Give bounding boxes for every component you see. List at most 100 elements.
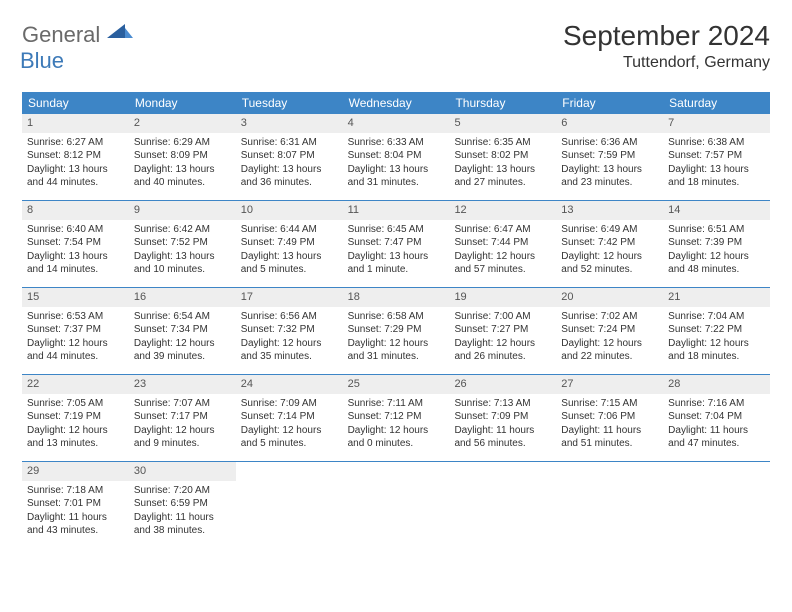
day-cell: 25Sunrise: 7:11 AMSunset: 7:12 PMDayligh… [343,375,450,461]
day-line-ss: Sunset: 7:17 PM [134,410,231,424]
day-body: Sunrise: 7:05 AMSunset: 7:19 PMDaylight:… [22,394,129,456]
day-cell: 21Sunrise: 7:04 AMSunset: 7:22 PMDayligh… [663,288,770,374]
day-line-sr: Sunrise: 6:44 AM [241,223,338,237]
day-line-d2: and 43 minutes. [27,524,124,538]
day-number: 17 [236,288,343,307]
day-cell: 19Sunrise: 7:00 AMSunset: 7:27 PMDayligh… [449,288,556,374]
day-number: 22 [22,375,129,394]
day-cell: 13Sunrise: 6:49 AMSunset: 7:42 PMDayligh… [556,201,663,287]
day-line-d1: Daylight: 12 hours [134,337,231,351]
day-cell: 8Sunrise: 6:40 AMSunset: 7:54 PMDaylight… [22,201,129,287]
day-line-sr: Sunrise: 6:29 AM [134,136,231,150]
day-line-sr: Sunrise: 6:56 AM [241,310,338,324]
day-line-sr: Sunrise: 6:27 AM [27,136,124,150]
day-body: Sunrise: 7:11 AMSunset: 7:12 PMDaylight:… [343,394,450,456]
day-line-ss: Sunset: 8:02 PM [454,149,551,163]
day-body: Sunrise: 6:54 AMSunset: 7:34 PMDaylight:… [129,307,236,369]
day-cell: 3Sunrise: 6:31 AMSunset: 8:07 PMDaylight… [236,114,343,200]
day-line-sr: Sunrise: 7:11 AM [348,397,445,411]
day-line-sr: Sunrise: 6:45 AM [348,223,445,237]
day-line-d2: and 0 minutes. [348,437,445,451]
day-line-d2: and 57 minutes. [454,263,551,277]
day-line-d2: and 26 minutes. [454,350,551,364]
day-body: Sunrise: 7:07 AMSunset: 7:17 PMDaylight:… [129,394,236,456]
day-line-d1: Daylight: 12 hours [561,250,658,264]
day-line-ss: Sunset: 7:01 PM [27,497,124,511]
day-line-sr: Sunrise: 7:09 AM [241,397,338,411]
day-cell [663,462,770,548]
day-line-d1: Daylight: 13 hours [241,250,338,264]
weekday-tuesday: Tuesday [236,92,343,114]
day-body: Sunrise: 7:09 AMSunset: 7:14 PMDaylight:… [236,394,343,456]
day-number: 1 [22,114,129,133]
day-body: Sunrise: 7:15 AMSunset: 7:06 PMDaylight:… [556,394,663,456]
day-line-d2: and 52 minutes. [561,263,658,277]
day-number: 24 [236,375,343,394]
day-number: 8 [22,201,129,220]
day-cell: 24Sunrise: 7:09 AMSunset: 7:14 PMDayligh… [236,375,343,461]
day-number: 2 [129,114,236,133]
day-cell: 6Sunrise: 6:36 AMSunset: 7:59 PMDaylight… [556,114,663,200]
day-body: Sunrise: 6:47 AMSunset: 7:44 PMDaylight:… [449,220,556,282]
day-line-ss: Sunset: 7:27 PM [454,323,551,337]
day-cell: 23Sunrise: 7:07 AMSunset: 7:17 PMDayligh… [129,375,236,461]
day-line-ss: Sunset: 8:09 PM [134,149,231,163]
day-line-d1: Daylight: 13 hours [668,163,765,177]
day-cell: 22Sunrise: 7:05 AMSunset: 7:19 PMDayligh… [22,375,129,461]
header: General Blue September 2024 Tuttendorf, … [22,20,770,74]
day-line-d1: Daylight: 12 hours [134,424,231,438]
day-line-ss: Sunset: 8:07 PM [241,149,338,163]
day-line-d1: Daylight: 11 hours [454,424,551,438]
day-number: 9 [129,201,236,220]
day-body: Sunrise: 6:27 AMSunset: 8:12 PMDaylight:… [22,133,129,195]
day-line-ss: Sunset: 7:49 PM [241,236,338,250]
day-cell: 28Sunrise: 7:16 AMSunset: 7:04 PMDayligh… [663,375,770,461]
day-line-d2: and 18 minutes. [668,176,765,190]
day-line-ss: Sunset: 7:47 PM [348,236,445,250]
day-line-ss: Sunset: 7:59 PM [561,149,658,163]
day-body: Sunrise: 7:13 AMSunset: 7:09 PMDaylight:… [449,394,556,456]
day-number: 25 [343,375,450,394]
day-body: Sunrise: 6:49 AMSunset: 7:42 PMDaylight:… [556,220,663,282]
day-line-d1: Daylight: 12 hours [561,337,658,351]
day-line-d1: Daylight: 12 hours [241,424,338,438]
day-line-ss: Sunset: 7:24 PM [561,323,658,337]
logo-text-blue: Blue [20,48,64,73]
day-number: 16 [129,288,236,307]
day-line-d1: Daylight: 11 hours [27,511,124,525]
day-line-d1: Daylight: 13 hours [454,163,551,177]
day-cell: 18Sunrise: 6:58 AMSunset: 7:29 PMDayligh… [343,288,450,374]
day-cell: 4Sunrise: 6:33 AMSunset: 8:04 PMDaylight… [343,114,450,200]
day-line-d2: and 31 minutes. [348,350,445,364]
day-line-sr: Sunrise: 6:42 AM [134,223,231,237]
day-line-d2: and 5 minutes. [241,263,338,277]
day-line-sr: Sunrise: 6:35 AM [454,136,551,150]
day-line-d2: and 5 minutes. [241,437,338,451]
day-line-d2: and 36 minutes. [241,176,338,190]
day-cell: 29Sunrise: 7:18 AMSunset: 7:01 PMDayligh… [22,462,129,548]
day-line-ss: Sunset: 7:12 PM [348,410,445,424]
day-line-sr: Sunrise: 6:51 AM [668,223,765,237]
day-line-sr: Sunrise: 7:02 AM [561,310,658,324]
weekday-header: Sunday Monday Tuesday Wednesday Thursday… [22,92,770,114]
day-line-d2: and 44 minutes. [27,350,124,364]
day-cell [449,462,556,548]
day-line-d2: and 44 minutes. [27,176,124,190]
day-cell: 15 Sunrise: 6:53 AMSunset: 7:37 PMDayligh… [22,288,129,374]
day-number: 10 [236,201,343,220]
day-line-sr: Sunrise: 6:53 AM [27,310,124,324]
calendar: Sunday Monday Tuesday Wednesday Thursday… [22,92,770,548]
day-cell [556,462,663,548]
week-row: 8Sunrise: 6:40 AMSunset: 7:54 PMDaylight… [22,201,770,288]
week-row: 15Sunrise: 6:53 AMSunset: 7:37 PMDayligh… [22,288,770,375]
day-number: 15 [22,288,129,307]
day-cell: 5Sunrise: 6:35 AMSunset: 8:02 PMDaylight… [449,114,556,200]
day-line-ss: Sunset: 7:52 PM [134,236,231,250]
day-body: Sunrise: 6:33 AMSunset: 8:04 PMDaylight:… [343,133,450,195]
logo-triangle-icon [107,22,133,42]
day-body: Sunrise: 7:18 AMSunset: 7:01 PMDaylight:… [22,481,129,543]
day-line-d1: Daylight: 12 hours [27,337,124,351]
day-number: 3 [236,114,343,133]
day-line-ss: Sunset: 7:37 PM [27,323,124,337]
day-number: 26 [449,375,556,394]
